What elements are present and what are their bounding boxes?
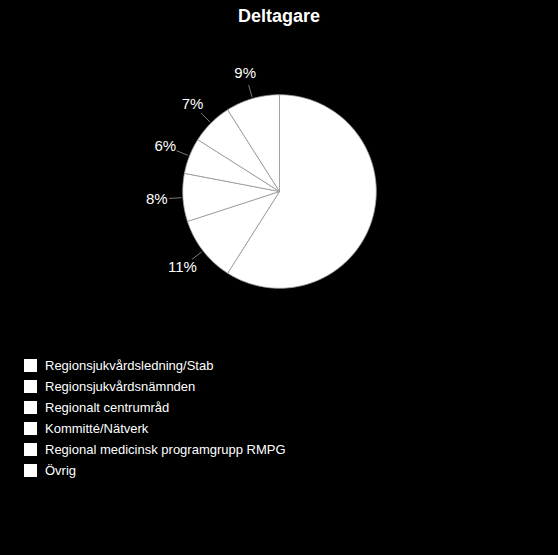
html-text:Regional medicinsk programgrup: Regional medicinsk programgrupp RMPG [45,442,286,457]
html-text:Regionsjukvårdsnämnden: Regionsjukvårdsnämnden [45,379,196,394]
html-text:Deltagare: Deltagare [238,6,320,26]
svg-text:7%: 7% [182,95,204,112]
svg-text:8%: 8% [146,190,168,207]
html-text:Regionsjukvårdsledning/Stab: Regionsjukvårdsledning/Stab [45,358,214,373]
html-text:Övrig: Övrig [45,463,77,478]
svg-text:6%: 6% [154,137,176,154]
html-text:Regionalt centrumråd: Regionalt centrumråd [45,400,170,415]
svg-text:9%: 9% [234,64,256,81]
html-text:Kommitté/Nätverk: Kommitté/Nätverk [45,421,149,436]
svg-text:11%: 11% [168,258,197,275]
